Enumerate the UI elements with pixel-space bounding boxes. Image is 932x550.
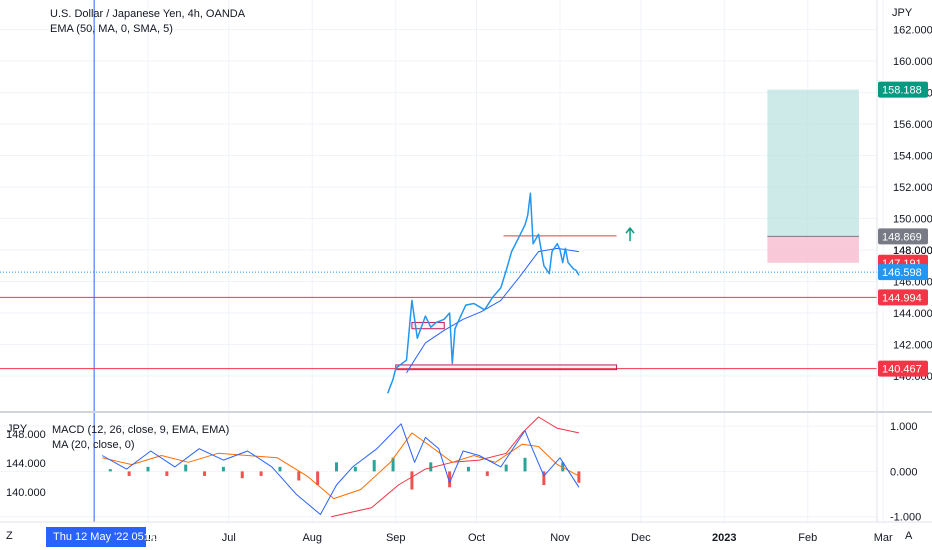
macd-line bbox=[101, 423, 580, 515]
macd-histogram-bar bbox=[577, 471, 581, 483]
symbol-title[interactable]: U.S. Dollar / Japanese Yen, 4h, OANDA bbox=[50, 8, 246, 20]
ema-legend[interactable]: EMA (50, MA, 0, SMA, 5) bbox=[50, 23, 173, 35]
macd-histogram-bar bbox=[448, 471, 452, 488]
macd-histogram-bar bbox=[410, 471, 414, 490]
price-tick-label: 154.000 bbox=[893, 151, 932, 163]
time-axis[interactable]: JunJulAugSepOctNovDec2023FebMar bbox=[139, 532, 893, 544]
main-legend: U.S. Dollar / Japanese Yen, 4h, OANDA EM… bbox=[50, 7, 245, 37]
macd-histogram-bar bbox=[561, 462, 565, 472]
macd-tick-label: -1.000 bbox=[890, 512, 921, 524]
price-tick-label: 148.000 bbox=[893, 245, 932, 257]
target-price-tag: 158.188 bbox=[882, 85, 922, 97]
macd-histogram-bar bbox=[504, 464, 508, 472]
macd-histogram-bar bbox=[146, 466, 150, 472]
time-tick-label: 2023 bbox=[712, 532, 736, 544]
zone-rectangle bbox=[395, 364, 618, 371]
time-tick-label: Mar bbox=[874, 532, 893, 544]
level-price-tag-bg bbox=[878, 360, 928, 377]
price-tick-label: 162.000 bbox=[893, 25, 932, 37]
time-tick-label: Nov bbox=[550, 532, 570, 544]
macd-tick-label: 0.000 bbox=[890, 466, 918, 478]
macd-pane[interactable] bbox=[101, 416, 581, 518]
macd-histogram-bar bbox=[240, 471, 244, 479]
macd-histogram-bar bbox=[297, 471, 301, 481]
macd-histogram-bar bbox=[372, 460, 376, 472]
price-axis-unit: JPY bbox=[892, 7, 913, 19]
indicator-legend: MACD (12, 26, close, 9, EMA, EMA) MA (20… bbox=[52, 423, 229, 453]
price-tick-label: 144.000 bbox=[893, 308, 932, 320]
chart-grid bbox=[0, 0, 884, 522]
price-pane[interactable] bbox=[0, 89, 877, 394]
price-tick-label: 160.000 bbox=[893, 56, 932, 68]
macd-histogram-bar bbox=[429, 462, 433, 472]
time-tick-label: Feb bbox=[798, 532, 817, 544]
left-axis-label: 144.000 bbox=[6, 458, 46, 470]
zoom-button[interactable]: Z bbox=[6, 530, 13, 542]
price-line bbox=[386, 192, 580, 394]
time-tick-label: Aug bbox=[302, 532, 322, 544]
crosshair-time-label: Thu 12 May '22 05:00 bbox=[46, 527, 159, 547]
left-axis-label: 140.000 bbox=[6, 487, 46, 499]
macd-histogram-bar bbox=[391, 457, 395, 472]
macd-histogram-bar bbox=[316, 471, 320, 485]
macd-legend[interactable]: MACD (12, 26, close, 9, EMA, EMA) bbox=[52, 424, 230, 436]
time-tick-label: Oct bbox=[468, 532, 485, 544]
macd-histogram-bar bbox=[353, 466, 357, 472]
macd-histogram-bar bbox=[108, 469, 112, 472]
price-tick-label: 152.000 bbox=[893, 182, 932, 194]
level-price-tag: 140.467 bbox=[882, 364, 922, 376]
macd-histogram-bar bbox=[165, 471, 169, 476]
time-tick-label: Dec bbox=[631, 532, 651, 544]
position-profit-zone bbox=[767, 89, 859, 237]
macd-histogram-bar bbox=[221, 466, 225, 472]
auto-scale-button[interactable]: A bbox=[905, 530, 913, 542]
zone-rectangle bbox=[411, 321, 445, 330]
price-axis-tags: 158.188148.869147.191146.598144.994140.4… bbox=[878, 81, 928, 377]
macd-histogram-bar bbox=[203, 471, 207, 476]
macd-histogram-bar bbox=[184, 464, 188, 472]
macd-tick-label: 1.000 bbox=[890, 421, 918, 433]
indicator-axis-unit: JPY bbox=[7, 423, 28, 435]
macd-histogram-bar bbox=[335, 462, 339, 472]
up-arrow-icon bbox=[625, 226, 635, 242]
ma-legend[interactable]: MA (20, close, 0) bbox=[52, 439, 135, 451]
entry-price-tag-bg bbox=[878, 228, 928, 245]
ema-line bbox=[406, 247, 579, 374]
time-tick-label: Sep bbox=[386, 532, 406, 544]
macd-histogram-bar bbox=[485, 471, 489, 476]
price-tick-label: 148.000 bbox=[893, 245, 932, 257]
macd-histogram-bar bbox=[542, 471, 546, 485]
target-price-tag-bg bbox=[878, 81, 928, 98]
current-price-tag-bg bbox=[878, 264, 928, 281]
left-axis-label: 148.000 bbox=[6, 429, 46, 441]
signal-line bbox=[102, 432, 580, 500]
current-price-tag: 146.598 bbox=[882, 267, 922, 279]
position-loss-zone bbox=[767, 236, 859, 263]
macd-histogram-bar bbox=[127, 471, 131, 476]
price-tick-label: 142.000 bbox=[893, 339, 932, 351]
macd-histogram-bar bbox=[523, 457, 527, 472]
macd-histogram-bar bbox=[259, 471, 263, 476]
price-tick-label: 150.000 bbox=[893, 214, 932, 226]
price-tick-label: 156.000 bbox=[893, 119, 932, 131]
level-price-tag: 144.994 bbox=[882, 292, 922, 304]
ma-line bbox=[330, 416, 580, 518]
macd-histogram-bar bbox=[466, 466, 470, 472]
macd-histogram-bar bbox=[278, 466, 282, 472]
level-price-tag-bg bbox=[878, 289, 928, 306]
entry-price-tag: 148.869 bbox=[882, 231, 922, 243]
time-tick-label: Jul bbox=[222, 532, 236, 544]
